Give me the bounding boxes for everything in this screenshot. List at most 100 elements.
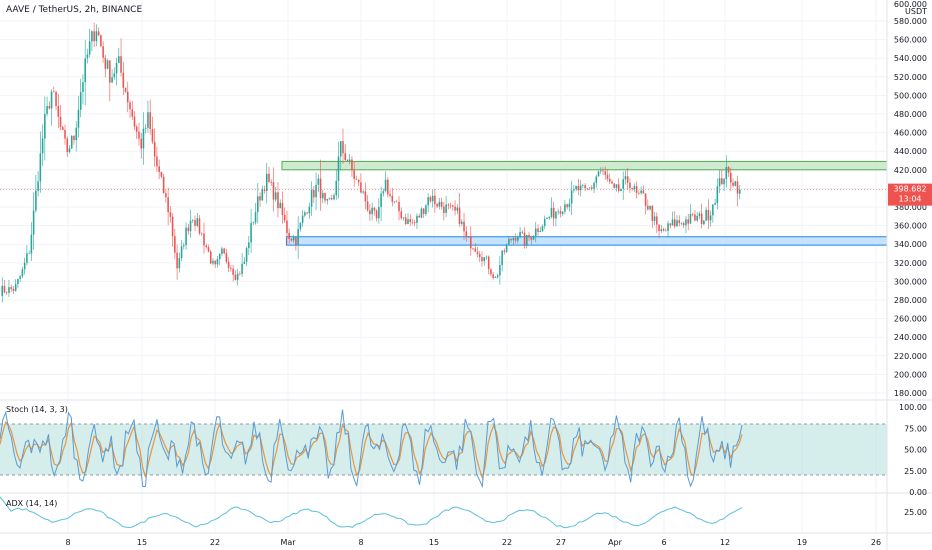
candle <box>73 135 75 145</box>
candle <box>599 167 602 174</box>
candle <box>738 185 741 200</box>
price-axis[interactable]: 180.000 200.000 220.000 240.000 260.000 280.0… <box>894 17 927 398</box>
support-zone[interactable] <box>285 236 888 246</box>
candle <box>124 87 127 94</box>
time-tick-label: 22 <box>502 538 512 547</box>
candle <box>483 256 485 266</box>
candle <box>149 99 151 135</box>
resistance-zone[interactable] <box>281 160 888 171</box>
candle <box>333 193 335 201</box>
candle <box>730 167 732 192</box>
last-price-badge[interactable]: 398.682 13:04 <box>888 183 932 206</box>
candle <box>597 170 600 177</box>
adx-axis[interactable]: 25.00 <box>904 508 927 517</box>
candle <box>543 215 546 230</box>
candle <box>721 169 723 185</box>
candle <box>301 209 304 227</box>
candle <box>335 169 338 200</box>
candle <box>295 236 297 251</box>
stoch-tick-label: 75.00 <box>904 424 927 433</box>
time-tick-label: 27 <box>556 538 566 547</box>
candle <box>404 213 407 226</box>
candle <box>705 207 707 222</box>
candle <box>420 207 423 219</box>
price-tick-label: 280.000 <box>894 296 927 305</box>
time-tick-label: 26 <box>871 538 881 547</box>
candle <box>30 222 33 261</box>
candle <box>485 255 488 260</box>
candle <box>463 213 465 240</box>
candle <box>732 178 734 188</box>
candle <box>447 203 450 210</box>
candle <box>48 101 51 110</box>
candle <box>3 280 6 294</box>
candle <box>532 235 535 241</box>
candle <box>501 249 503 272</box>
time-tick-label: 8 <box>65 538 70 547</box>
candle <box>176 244 178 280</box>
candle <box>14 279 17 292</box>
candle <box>510 237 512 244</box>
candle <box>667 220 669 238</box>
candle <box>93 22 95 47</box>
candle <box>234 270 237 281</box>
time-axis[interactable]: 8 15 22 Mar 8 15 22 27 Apr 6 12 19 26 <box>65 538 881 547</box>
candle <box>393 201 396 204</box>
candle <box>429 195 432 203</box>
stoch-axis[interactable]: 0.00 25.00 50.00 75.00 100.00 <box>899 403 927 497</box>
time-tick-label: 12 <box>720 538 730 547</box>
candle <box>35 175 37 213</box>
candle <box>714 198 716 206</box>
candle <box>308 202 311 219</box>
candle <box>595 174 598 188</box>
candle <box>17 278 19 289</box>
candle <box>384 171 387 193</box>
candle <box>559 206 562 218</box>
candle <box>115 57 118 86</box>
candle <box>443 201 445 221</box>
candle <box>174 228 176 259</box>
candle <box>57 93 60 129</box>
candle <box>416 213 418 230</box>
candle <box>214 260 216 268</box>
candle <box>709 210 712 227</box>
candle <box>68 145 71 154</box>
candle <box>55 90 57 111</box>
candle <box>10 284 12 293</box>
candle <box>671 211 674 226</box>
candle <box>481 251 483 267</box>
price-tick-label: 580.000 <box>894 17 927 26</box>
candle <box>539 227 542 233</box>
candle <box>160 171 163 179</box>
candle <box>21 267 24 279</box>
candle <box>88 28 91 58</box>
candle <box>330 194 333 201</box>
candle <box>41 124 44 167</box>
stoch-tick-label: 25.00 <box>904 467 927 476</box>
candle <box>135 124 138 139</box>
candle <box>227 257 230 273</box>
candle <box>104 55 107 78</box>
candle <box>84 39 86 106</box>
candle <box>664 228 667 232</box>
candle <box>528 231 530 241</box>
bar-countdown: 13:04 <box>898 195 921 204</box>
candle <box>328 197 331 200</box>
candle <box>508 235 510 245</box>
candle <box>102 41 104 63</box>
candle <box>382 188 385 197</box>
candle <box>70 135 73 150</box>
candle <box>339 140 342 171</box>
candle <box>297 216 299 259</box>
candle <box>207 244 210 253</box>
price-tick-label: 340.000 <box>894 240 927 249</box>
candle <box>131 100 134 120</box>
candle <box>519 227 521 239</box>
time-tick-label: 19 <box>797 538 807 547</box>
price-tick-label: 460.000 <box>894 129 927 138</box>
candle <box>642 185 645 194</box>
candle <box>604 166 607 180</box>
candle <box>37 171 39 197</box>
candle <box>422 208 425 218</box>
